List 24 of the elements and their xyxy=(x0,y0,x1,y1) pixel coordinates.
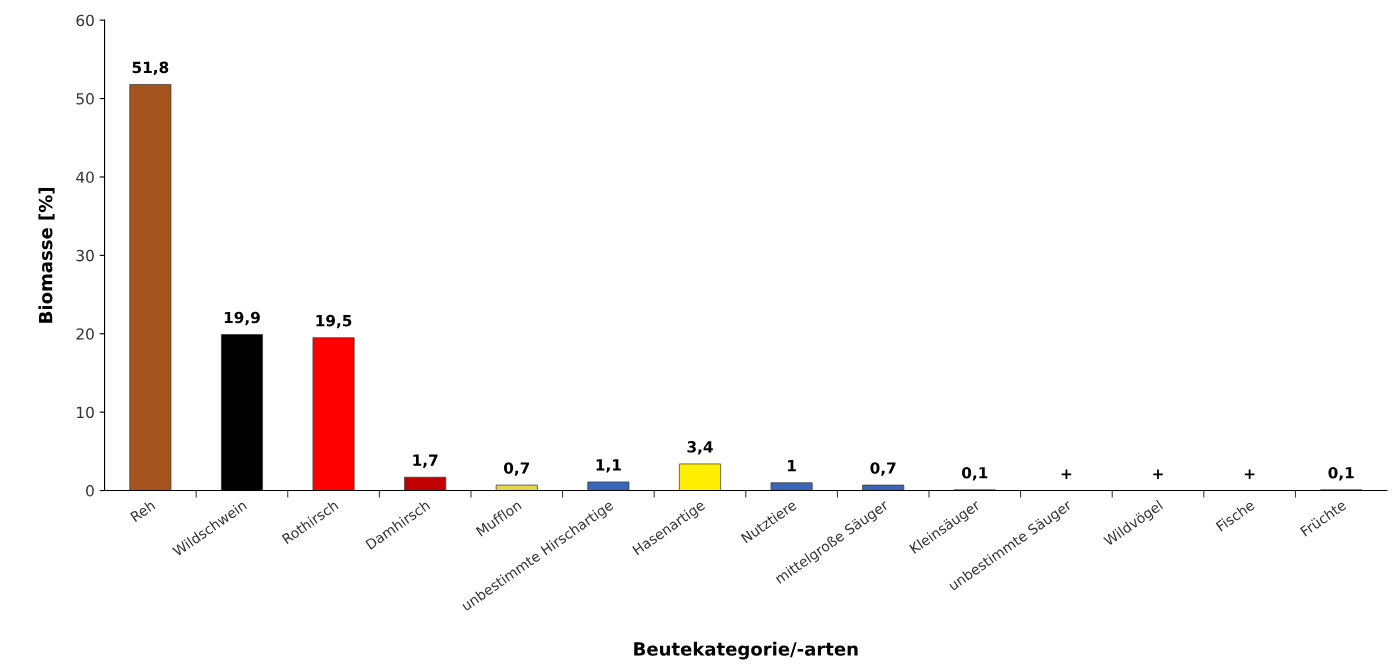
data-label: 0,7 xyxy=(870,462,896,476)
data-label: 1,1 xyxy=(596,459,621,473)
data-label: 51,8 xyxy=(132,61,169,76)
data-label: 1,7 xyxy=(413,454,438,468)
data-label: 3,4 xyxy=(687,441,713,455)
x-tick-label: Reh xyxy=(129,499,156,523)
y-tick-label: 30 xyxy=(76,249,94,262)
data-label: 19,5 xyxy=(316,314,352,329)
data-label: 19,9 xyxy=(224,311,260,326)
data-label: 1 xyxy=(788,460,796,472)
data-label: 0,1 xyxy=(1328,466,1354,481)
y-tick-label: 50 xyxy=(76,93,94,105)
y-tick-label: 60 xyxy=(76,14,94,27)
x-axis-title: Beutekategorie/-arten xyxy=(634,641,858,660)
y-tick-label: 10 xyxy=(77,406,94,419)
y-tick-label: 40 xyxy=(76,171,94,183)
text: + xyxy=(1244,469,1255,480)
y-axis-title: Biomasse [%] xyxy=(38,187,55,323)
data-label: 0,1 xyxy=(962,466,988,481)
text: + xyxy=(1061,469,1072,480)
data-label: 0,7 xyxy=(503,462,530,476)
y-tick-label: 20 xyxy=(76,328,94,340)
y-tick-label: 0 xyxy=(86,485,94,497)
text: + xyxy=(1153,469,1163,480)
